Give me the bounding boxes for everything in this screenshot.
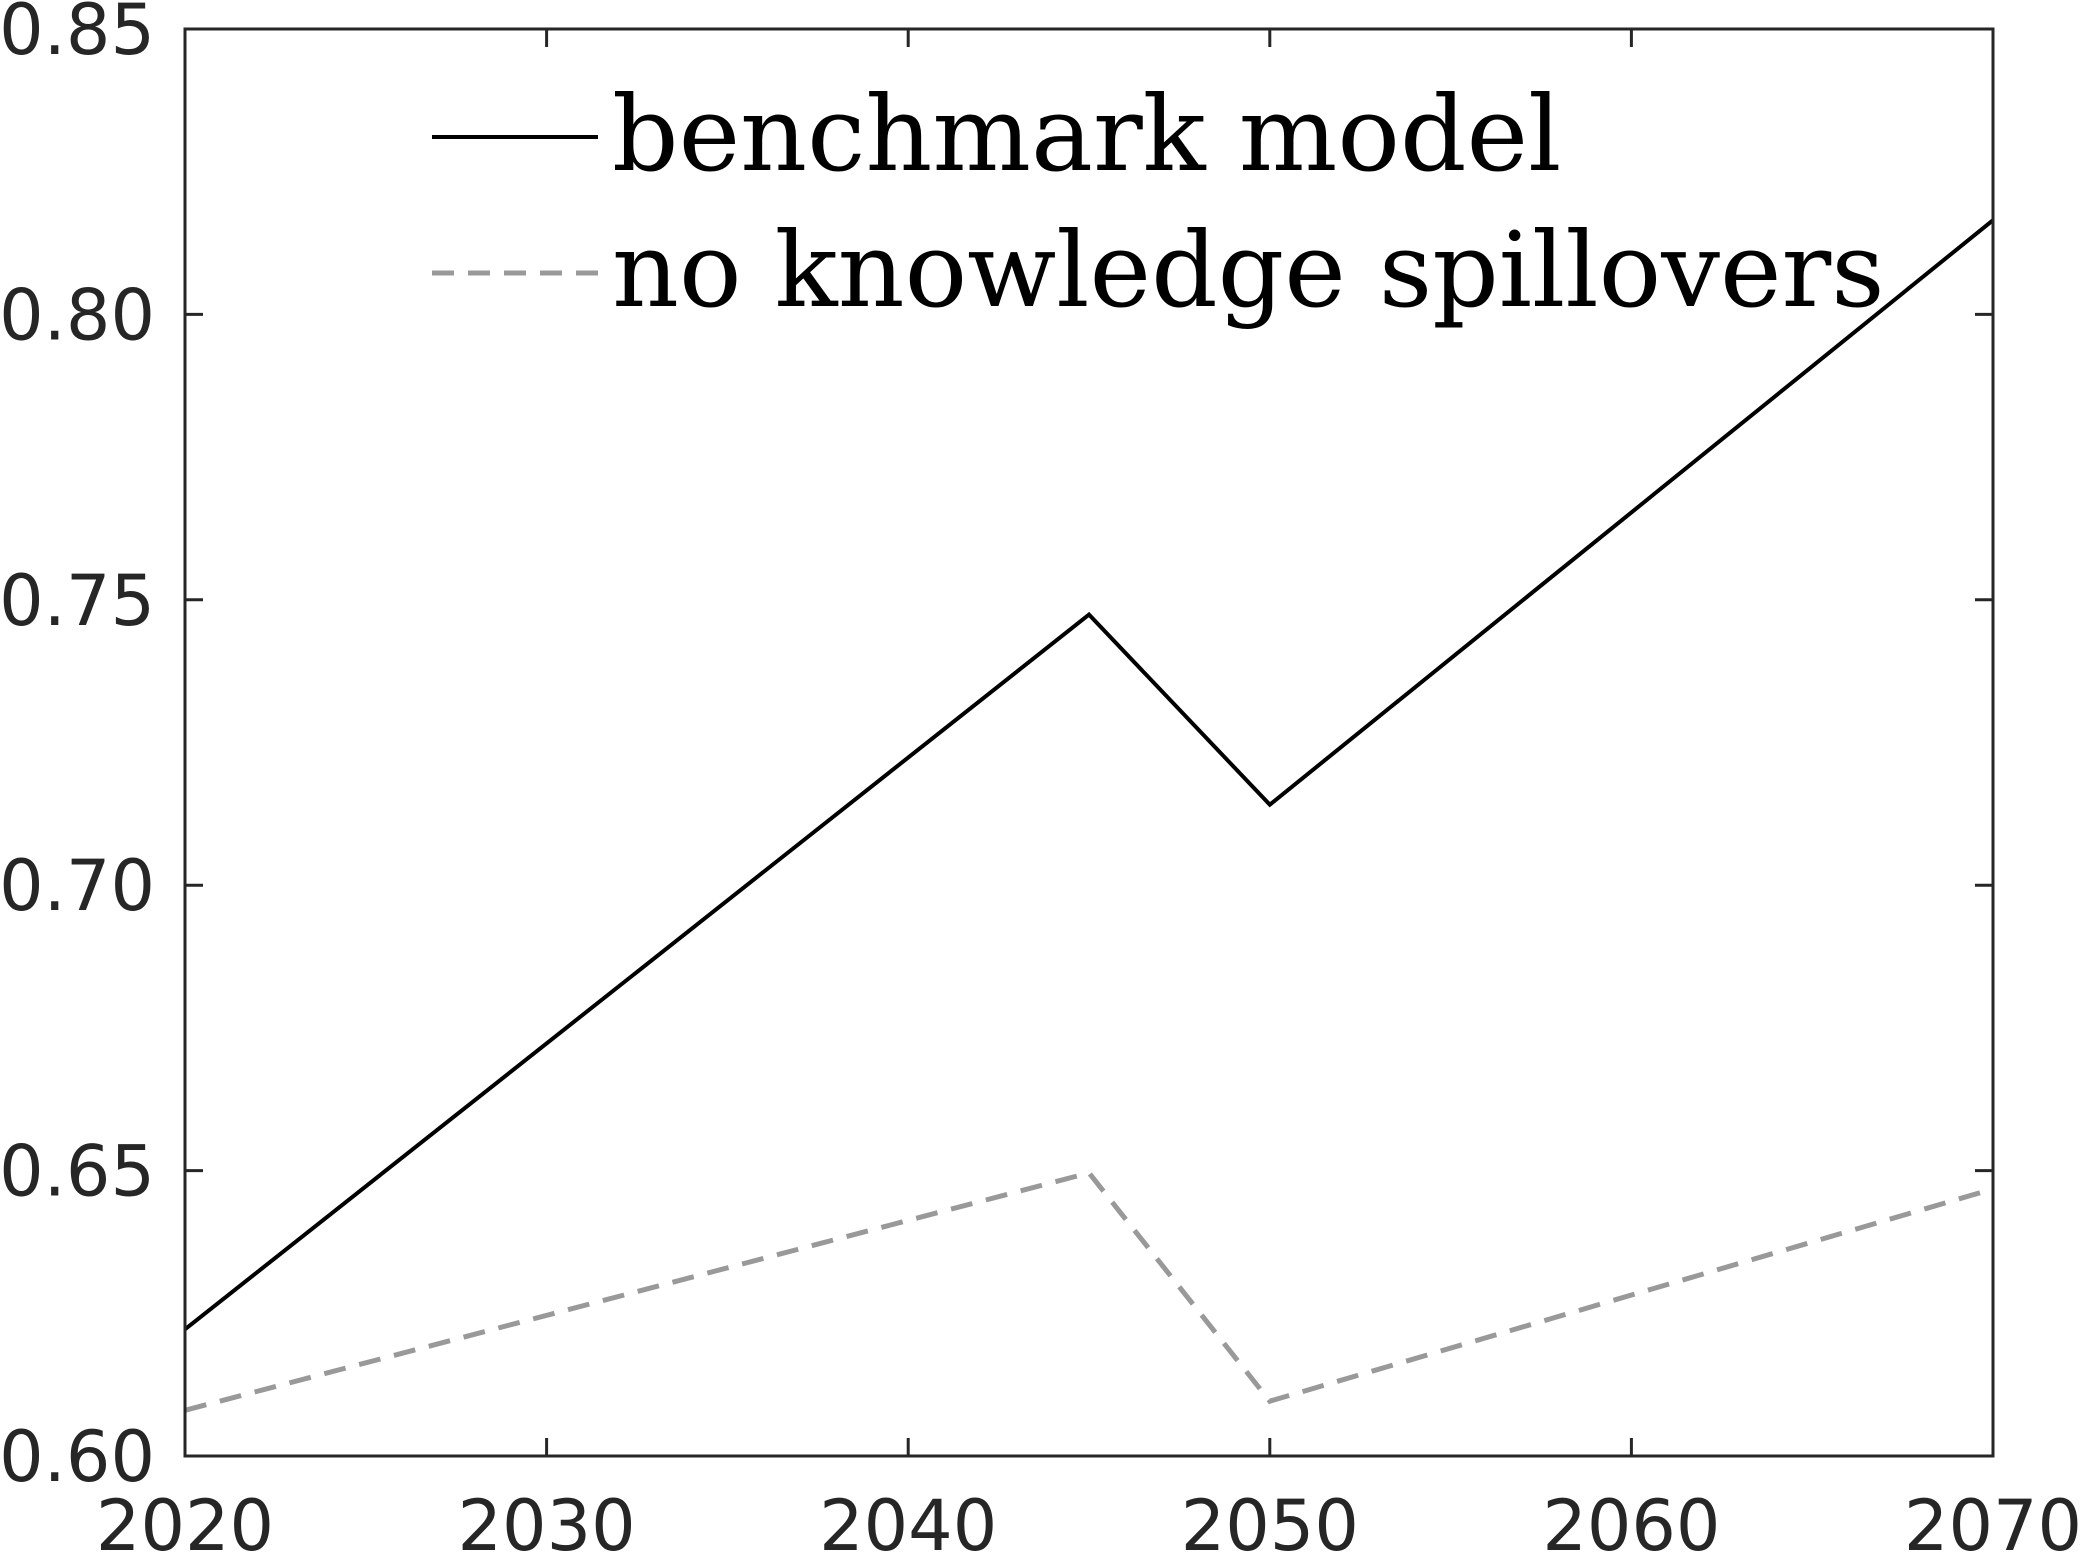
y-tick-label-0: 0.60 — [0, 1416, 155, 1498]
x-tick-label-4: 2060 — [1542, 1485, 1720, 1554]
y-tick-label-2: 0.70 — [0, 845, 155, 927]
series-line-0 — [183, 218, 1995, 1331]
x-tick-label-5: 2070 — [1904, 1485, 2082, 1554]
y-tick-label-3: 0.75 — [0, 560, 155, 642]
x-tick-label-3: 2050 — [1181, 1485, 1359, 1554]
legend-label-0: benchmark model — [612, 73, 1561, 195]
x-tick-label-0: 2020 — [96, 1485, 274, 1554]
y-tick-label-5: 0.85 — [0, 0, 155, 71]
x-tick-label-2: 2040 — [819, 1485, 997, 1554]
x-tick-label-1: 2030 — [458, 1485, 636, 1554]
y-tick-label-1: 0.65 — [0, 1131, 155, 1213]
series-layer — [183, 218, 1995, 1413]
legend: benchmark model no knowledge spillovers — [432, 73, 1885, 331]
plot-frame — [183, 27, 1995, 1458]
y-tick-label-4: 0.80 — [0, 274, 155, 356]
plot-area — [185, 29, 1993, 1456]
legend-label-1: no knowledge spillovers — [612, 209, 1885, 331]
series-line-1 — [184, 1170, 1994, 1413]
